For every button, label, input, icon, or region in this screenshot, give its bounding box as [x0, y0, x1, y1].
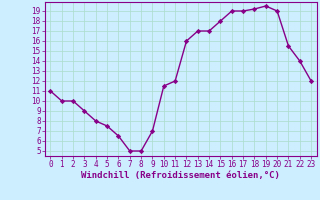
X-axis label: Windchill (Refroidissement éolien,°C): Windchill (Refroidissement éolien,°C): [81, 171, 280, 180]
